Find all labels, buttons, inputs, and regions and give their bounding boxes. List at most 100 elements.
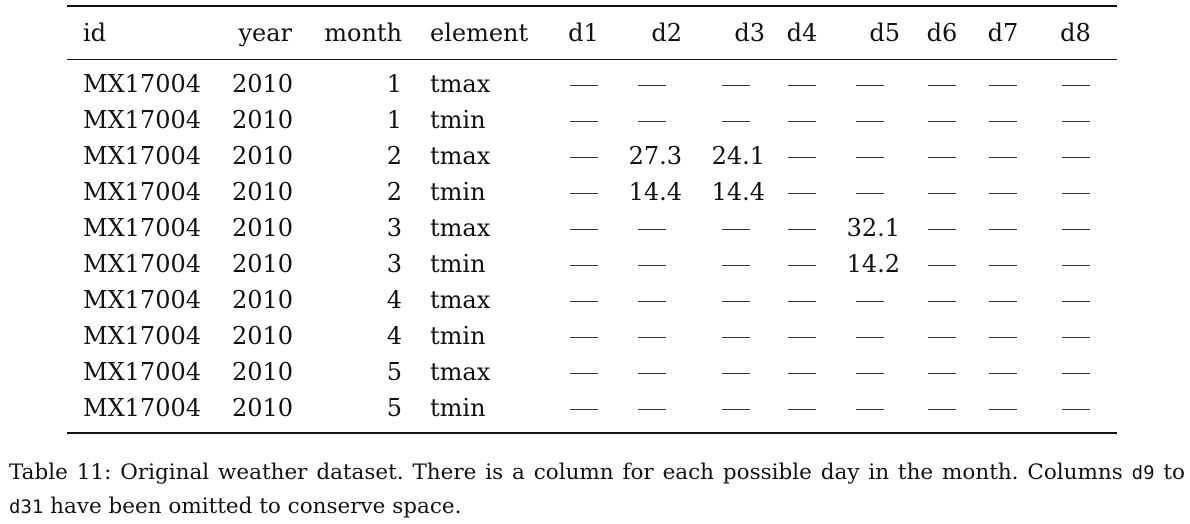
missing-value-dash [855, 409, 884, 410]
missing-value-dash [1061, 229, 1090, 230]
cell-d8 [1034, 60, 1117, 103]
missing-value-dash [928, 193, 956, 194]
cell-d3: 14.4 [711, 178, 765, 206]
cell-d5 [827, 138, 912, 174]
cell-month: 1 [386, 70, 402, 98]
missing-value-dash [721, 301, 750, 302]
cell-element: tmin [430, 394, 486, 422]
table-row: MX17004 2010 5 tmax [67, 354, 1117, 390]
cell-d5 [827, 102, 912, 138]
missing-value-dash [989, 409, 1017, 410]
table-caption: Table 11: Original weather dataset. Ther… [9, 456, 1185, 524]
cell-d2 [610, 282, 694, 318]
cell-d4 [777, 210, 827, 246]
cell-d6 [912, 354, 972, 390]
cell-month: 3 [386, 214, 402, 242]
cell-d2: 14.4 [628, 178, 682, 206]
table-row: MX17004 2010 1 tmax [67, 60, 1117, 103]
missing-value-dash [788, 157, 816, 158]
cell-d7 [972, 318, 1034, 354]
missing-value-dash [638, 337, 666, 338]
table-row: MX17004 2010 2 tmin 14.4 14.4 [67, 174, 1117, 210]
column-header-id: id [83, 19, 107, 47]
caption-text-1: Table 11: Original weather dataset. Ther… [9, 460, 1132, 485]
cell-id: MX17004 [83, 358, 202, 386]
caption-text-2: to [1154, 460, 1185, 485]
missing-value-dash [638, 301, 666, 302]
missing-value-dash [928, 121, 956, 122]
cell-d3 [694, 246, 777, 282]
cell-d6 [912, 210, 972, 246]
cell-id: MX17004 [83, 250, 202, 278]
missing-value-dash [989, 373, 1017, 374]
missing-value-dash [638, 85, 666, 86]
missing-value-dash [721, 229, 750, 230]
missing-value-dash [569, 193, 598, 194]
cell-d7 [972, 282, 1034, 318]
cell-d7 [972, 246, 1034, 282]
missing-value-dash [989, 301, 1017, 302]
cell-d6 [912, 102, 972, 138]
missing-value-dash [721, 85, 750, 86]
cell-d3 [694, 318, 777, 354]
missing-value-dash [855, 193, 884, 194]
cell-d8 [1034, 282, 1117, 318]
cell-element: tmax [430, 358, 491, 386]
missing-value-dash [638, 265, 666, 266]
table-row: MX17004 2010 4 tmin [67, 318, 1117, 354]
missing-value-dash [855, 121, 884, 122]
missing-value-dash [928, 337, 956, 338]
cell-d2: 27.3 [628, 142, 682, 170]
table-body: MX17004 2010 1 tmax MX17004 2010 1 tmin MX17004 2… [67, 60, 1117, 433]
cell-d1 [557, 138, 610, 174]
cell-month: 4 [386, 322, 402, 350]
column-header-year: year [238, 19, 292, 47]
missing-value-dash [1061, 409, 1090, 410]
cell-d4 [777, 354, 827, 390]
cell-element: tmax [430, 286, 491, 314]
cell-d3 [694, 102, 777, 138]
column-header-month: month [324, 19, 402, 47]
table-row: MX17004 2010 5 tmin [67, 390, 1117, 433]
missing-value-dash [569, 409, 598, 410]
missing-value-dash [569, 265, 598, 266]
cell-element: tmin [430, 322, 486, 350]
cell-d3 [694, 282, 777, 318]
cell-id: MX17004 [83, 70, 202, 98]
cell-year: 2010 [232, 178, 294, 206]
column-header-d7: d7 [987, 19, 1019, 47]
cell-d1 [557, 318, 610, 354]
cell-element: tmin [430, 250, 486, 278]
cell-d4 [777, 390, 827, 433]
cell-d6 [912, 282, 972, 318]
cell-d1 [557, 354, 610, 390]
cell-d1 [557, 246, 610, 282]
cell-d7 [972, 354, 1034, 390]
cell-d5 [827, 318, 912, 354]
table-row: MX17004 2010 2 tmax 27.3 24.1 [67, 138, 1117, 174]
missing-value-dash [1061, 265, 1090, 266]
missing-value-dash [638, 229, 666, 230]
missing-value-dash [638, 409, 666, 410]
table-row: MX17004 2010 3 tmin 14.2 [67, 246, 1117, 282]
missing-value-dash [788, 229, 816, 230]
cell-d7 [972, 138, 1034, 174]
cell-d2 [610, 354, 694, 390]
cell-month: 5 [386, 394, 402, 422]
cell-d3: 24.1 [711, 142, 765, 170]
cell-d3 [694, 210, 777, 246]
missing-value-dash [569, 157, 598, 158]
cell-d4 [777, 102, 827, 138]
cell-d8 [1034, 354, 1117, 390]
cell-d2 [610, 60, 694, 103]
cell-year: 2010 [232, 70, 294, 98]
missing-value-dash [855, 85, 884, 86]
cell-year: 2010 [232, 322, 294, 350]
missing-value-dash [989, 85, 1017, 86]
column-header-d1: d1 [568, 19, 599, 47]
caption-code-d9: d9 [1131, 462, 1155, 484]
cell-d3 [694, 354, 777, 390]
cell-d6 [912, 60, 972, 103]
missing-value-dash [928, 85, 956, 86]
cell-d5: 14.2 [846, 250, 900, 278]
